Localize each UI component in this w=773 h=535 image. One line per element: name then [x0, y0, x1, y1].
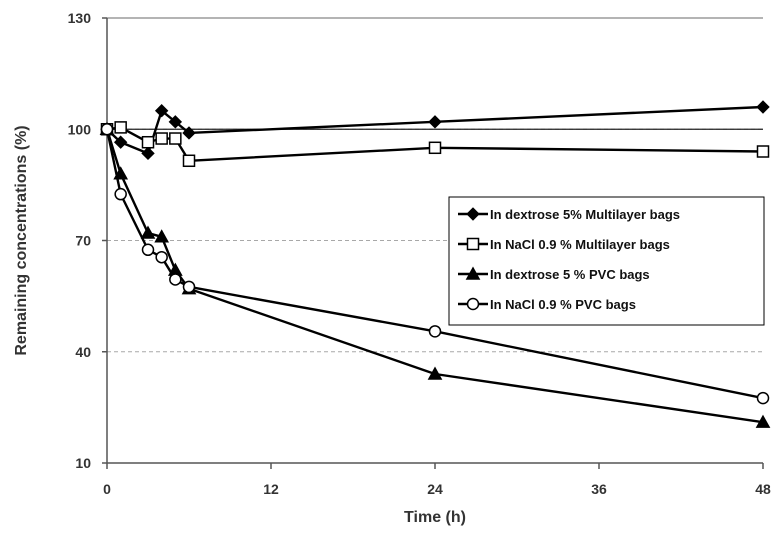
legend-marker-2 — [466, 237, 480, 251]
series-1-point-4 — [168, 115, 183, 129]
x-tick-label-12: 12 — [263, 481, 279, 497]
x-axis-title: Time (h) — [404, 509, 466, 526]
series-2-point-3 — [155, 132, 168, 145]
legend-marker-4 — [466, 297, 480, 311]
legend-label-2: In NaCl 0.9 % Multilayer bags — [490, 237, 670, 252]
legend-item-4: In NaCl 0.9 % PVC bags — [458, 297, 636, 312]
series-3-point-3 — [154, 229, 170, 243]
y-tick-label-10: 10 — [75, 455, 91, 471]
series-4-point-4 — [169, 273, 182, 286]
series-layer — [99, 100, 771, 428]
series-4-point-7 — [756, 391, 770, 405]
legend-item-2: In NaCl 0.9 % Multilayer bags — [458, 237, 670, 252]
series-4-point-2 — [141, 243, 155, 257]
series-2-point-2 — [141, 135, 155, 149]
legend-marker-3 — [465, 266, 481, 280]
series-1 — [100, 100, 770, 161]
series-2-point-5 — [182, 154, 196, 168]
series-1-point-2 — [141, 146, 155, 161]
series-4-point-0 — [100, 123, 114, 136]
series-2-point-7 — [756, 145, 770, 158]
legend: In dextrose 5% Multilayer bags In NaCl 0.… — [448, 196, 765, 326]
legend-label-1: In dextrose 5% Multilayer bags — [490, 207, 680, 222]
series-4 — [100, 123, 770, 405]
series-4-point-3 — [155, 250, 168, 264]
series-4-line — [105, 129, 764, 400]
series-1-point-5 — [182, 126, 196, 140]
x-tick-label-48: 48 — [755, 481, 771, 497]
series-3-line — [105, 128, 764, 424]
y-tick-label-40: 40 — [75, 344, 91, 360]
series-2-point-4 — [169, 132, 182, 145]
series-1-point-3 — [154, 104, 169, 118]
legend-label-3: In dextrose 5 % PVC bags — [490, 267, 650, 282]
legend-item-3: In dextrose 5 % PVC bags — [458, 266, 650, 282]
series-2-point-6 — [428, 141, 442, 155]
y-axis-title: Remaining concentrations (%) — [13, 125, 30, 355]
axes-layer: 10 40 70 100 130 0 12 24 36 48 — [68, 10, 771, 497]
series-1-point-6 — [428, 115, 442, 129]
series-4-point-5 — [182, 280, 196, 294]
series-3-point-6 — [427, 366, 443, 380]
legend-marker-1 — [466, 207, 480, 221]
series-2-point-1 — [114, 121, 127, 134]
x-tick-label-36: 36 — [591, 481, 607, 497]
series-2 — [100, 121, 770, 168]
series-1-point-1 — [113, 135, 128, 149]
series-3-point-2 — [140, 225, 156, 239]
y-tick-label-130: 130 — [68, 10, 92, 26]
series-4-point-1 — [114, 187, 127, 201]
series-1-point-7 — [756, 100, 770, 114]
legend-item-1: In dextrose 5% Multilayer bags — [458, 207, 680, 222]
x-tick-label-24: 24 — [427, 481, 443, 497]
legend-label-4: In NaCl 0.9 % PVC bags — [490, 297, 636, 312]
y-tick-label-100: 100 — [68, 121, 92, 137]
series-3-point-7 — [755, 414, 771, 428]
y-tick-label-70: 70 — [75, 233, 91, 249]
x-tick-label-0: 0 — [103, 481, 111, 497]
series-4-point-6 — [428, 325, 442, 338]
legend-box — [448, 196, 765, 326]
